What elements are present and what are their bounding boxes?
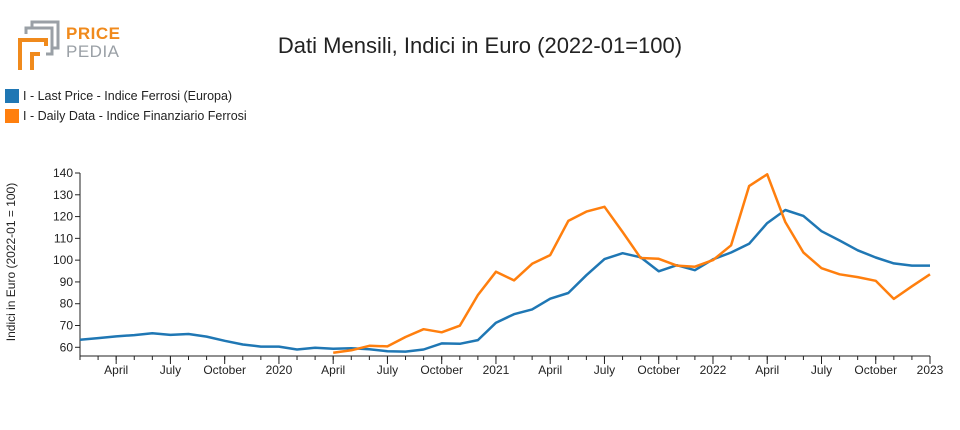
y-tick-label: 110 [54, 231, 73, 245]
x-tick-label: October [637, 363, 680, 377]
y-tick-label: 130 [53, 188, 73, 202]
legend-label-series-2: I - Daily Data - Indice Finanziario Ferr… [23, 109, 247, 123]
x-tick-label: July [811, 363, 832, 377]
x-tick-label: October [420, 363, 463, 377]
x-tick-label: July [594, 363, 615, 377]
legend-item-series-1[interactable]: I - Last Price - Indice Ferrosi (Europa) [5, 86, 247, 106]
x-tick-label: April [755, 363, 779, 377]
x-tick-label: 2020 [266, 363, 293, 377]
x-tick-label: 2022 [700, 363, 727, 377]
legend-swatch-series-2 [5, 109, 19, 123]
y-axis-label: Indici in Euro (2022-01 = 100) [4, 183, 18, 341]
x-tick-label: July [377, 363, 398, 377]
y-tick-label: 80 [60, 297, 74, 311]
y-tick-label: 90 [60, 275, 74, 289]
x-tick-label: April [321, 363, 345, 377]
logo-text-pedia: PEDIA [66, 42, 120, 61]
y-tick-label: 140 [53, 166, 73, 180]
logo-text-price: PRICE [66, 24, 121, 43]
x-tick-label: April [538, 363, 562, 377]
chart-title: Dati Mensili, Indici in Euro (2022-01=10… [277, 33, 683, 58]
y-tick-label: 100 [53, 253, 73, 267]
x-tick-label: 2021 [483, 363, 510, 377]
x-tick-label: July [160, 363, 181, 377]
legend-item-series-2[interactable]: I - Daily Data - Indice Finanziario Ferr… [5, 106, 247, 126]
legend-swatch-series-1 [5, 89, 19, 103]
y-tick-label: 70 [60, 319, 74, 333]
x-tick-label: October [854, 363, 897, 377]
legend-label-series-1: I - Last Price - Indice Ferrosi (Europa) [23, 89, 233, 103]
x-tick-label: April [104, 363, 128, 377]
series-line-1 [79, 208, 930, 353]
chart-axes: 60 70 80 90 100 110 120 130 140 April July October 2… [53, 166, 944, 377]
x-tick-label: 2023 [917, 363, 944, 377]
logo-mark-icon [18, 20, 60, 70]
series-line-2 [333, 173, 931, 354]
chart-legend: I - Last Price - Indice Ferrosi (Europa)… [5, 86, 247, 126]
pricepedia-logo: PRICE PEDIA [18, 18, 128, 74]
chart-series [79, 173, 931, 354]
y-tick-label: 60 [60, 340, 74, 354]
x-tick-label: October [203, 363, 246, 377]
y-tick-label: 120 [53, 210, 73, 224]
